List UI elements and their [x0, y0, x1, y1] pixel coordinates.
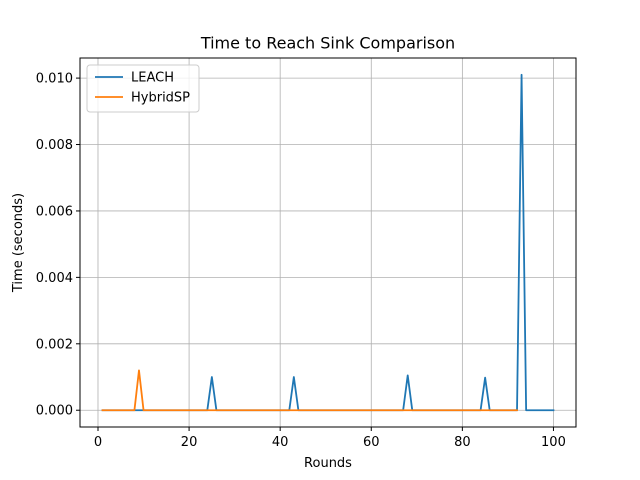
- x-tick-label: 80: [454, 435, 471, 450]
- x-axis: 0 20 40 60 80 100: [94, 427, 566, 450]
- chart-title: Time to Reach Sink Comparison: [200, 34, 455, 53]
- legend: LEACH HybridSP: [86, 64, 200, 113]
- y-tick-label: 0.004: [36, 271, 73, 286]
- y-tick-label: 0.006: [36, 204, 73, 219]
- legend-label-hybridsp: HybridSP: [131, 91, 190, 106]
- y-tick-label: 0.000: [36, 404, 73, 419]
- legend-label-leach: LEACH: [131, 71, 174, 86]
- x-axis-label: Rounds: [304, 456, 352, 471]
- x-tick-label: 40: [272, 435, 289, 450]
- y-tick-label: 0.010: [36, 72, 73, 87]
- series-line-leach: [101, 73, 555, 412]
- series-layer: [101, 73, 555, 412]
- y-tick-label: 0.002: [36, 337, 73, 352]
- y-tick-label: 0.008: [36, 138, 73, 153]
- series-line-hybridsp: [101, 369, 518, 412]
- grid: [80, 58, 576, 427]
- x-tick-label: 20: [181, 435, 198, 450]
- y-axis: 0.000 0.002 0.004 0.006 0.008 0.010: [36, 72, 80, 419]
- plot-frame: [79, 57, 577, 428]
- x-tick-label: 100: [541, 435, 566, 450]
- x-tick-label: 60: [363, 435, 380, 450]
- x-tick-label: 0: [94, 435, 102, 450]
- y-axis-label: Time (seconds): [11, 193, 26, 293]
